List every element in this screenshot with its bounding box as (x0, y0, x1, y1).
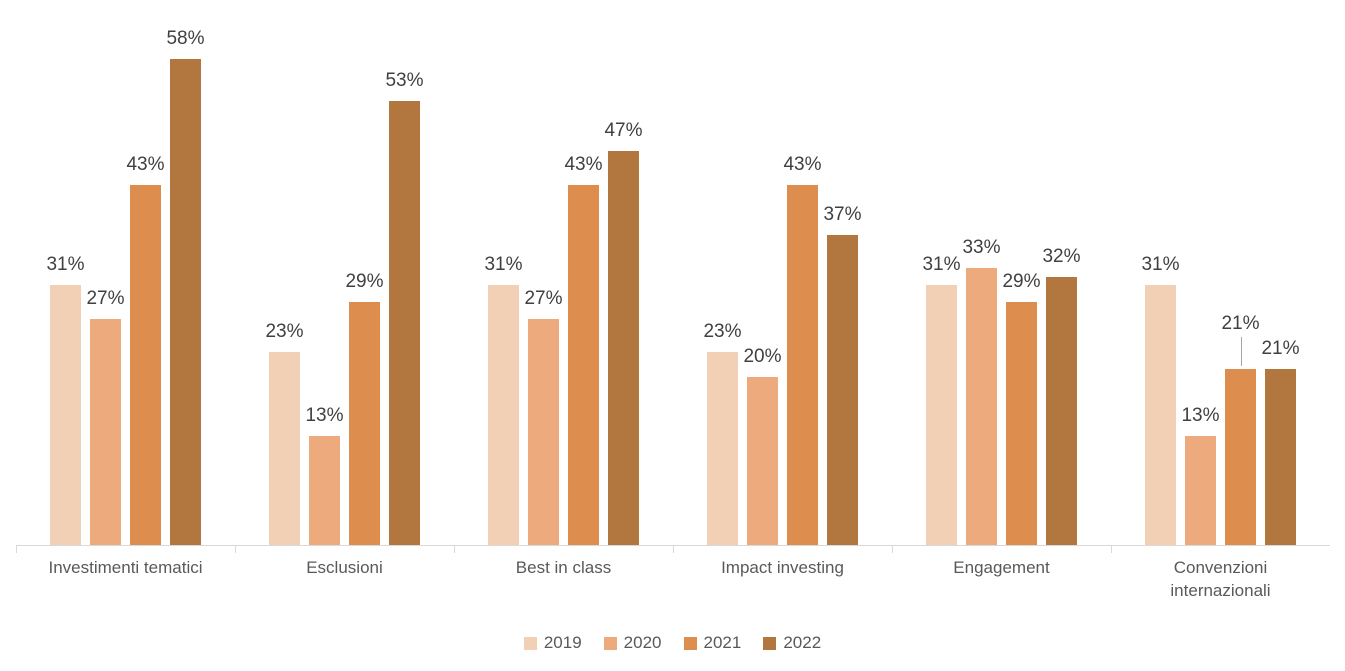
bar-2019: 31% (922, 254, 961, 545)
data-label: 31% (46, 254, 85, 275)
legend-label: 2020 (623, 633, 662, 652)
axis-tick (1111, 545, 1112, 553)
bar-2021: 43% (564, 154, 603, 545)
data-label: 29% (1002, 271, 1041, 292)
bar-2020: 20% (743, 346, 782, 545)
data-label: 33% (962, 237, 1001, 258)
legend-item-2019: 2019 (523, 633, 582, 653)
data-label: 27% (86, 288, 125, 309)
axis-tick (235, 545, 236, 553)
data-label: 27% (524, 288, 563, 309)
data-label: 21% (1261, 338, 1300, 359)
legend-swatch (603, 636, 617, 650)
category-group: 23% 20% 43% 37% (673, 0, 892, 545)
data-label: 21% (1221, 313, 1260, 334)
legend-label: 2019 (543, 633, 582, 652)
x-axis-ticks (16, 545, 1330, 553)
bar-2020: 27% (524, 288, 563, 545)
legend-item-2020: 2020 (603, 633, 662, 653)
category-label-text: Best in class (515, 558, 612, 577)
bar-2021: 29% (345, 271, 384, 545)
category-label-text: Impact investing (721, 558, 844, 577)
category-group: 31% 27% 43% 47% (454, 0, 673, 545)
category-group: 31% 13% 21% 21% (1111, 0, 1330, 545)
bar-2020: 13% (305, 405, 344, 545)
legend-swatch (523, 636, 537, 650)
category-label-text: Investimenti tematici (48, 558, 203, 577)
category-label: Impact investing (673, 556, 892, 602)
bar-2022: 37% (823, 204, 862, 545)
bar-2019: 31% (1141, 254, 1180, 545)
bar-2021: 29% (1002, 271, 1041, 545)
bar-2021: 43% (783, 154, 822, 545)
category-label: Esclusioni (235, 556, 454, 602)
bar-2019: 31% (46, 254, 85, 545)
legend-swatch (763, 636, 777, 650)
data-label: 53% (385, 70, 424, 91)
category-group: 31% 33% 29% 32% (892, 0, 1111, 545)
bar-2020: 33% (962, 237, 1001, 545)
bar-2019: 23% (265, 321, 304, 545)
data-label: 31% (484, 254, 523, 275)
data-label: 29% (345, 271, 384, 292)
category-label: Best in class (454, 556, 673, 602)
legend-item-2021: 2021 (683, 633, 742, 653)
data-label: 58% (166, 28, 205, 49)
legend: 2019 2020 2021 2022 (0, 633, 1345, 653)
data-label: 43% (783, 154, 822, 175)
label-leader-line (1240, 337, 1242, 366)
bar-2022: 21% (1261, 338, 1300, 545)
bar-2022: 58% (166, 28, 205, 545)
bar-2022: 32% (1042, 246, 1081, 545)
data-label: 23% (703, 321, 742, 342)
bar-2019: 31% (484, 254, 523, 545)
data-label: 13% (1181, 405, 1220, 426)
data-label: 37% (823, 204, 862, 225)
axis-tick (673, 545, 674, 553)
axis-tick (892, 545, 893, 553)
axis-tick (454, 545, 455, 553)
data-label: 31% (922, 254, 961, 275)
data-label: 32% (1042, 246, 1081, 267)
legend-label: 2022 (783, 633, 822, 652)
legend-label: 2021 (703, 633, 742, 652)
bar-2022: 47% (604, 120, 643, 545)
category-group: 23% 13% 29% 53% (235, 0, 454, 545)
category-label: Engagement (892, 556, 1111, 602)
plot-area: 31% 27% 43% 58% 23% 13% 29% 53% 31% 27% 43% 47% 23% 2… (16, 0, 1330, 545)
bar-2021: 43% (126, 154, 165, 545)
category-group: 31% 27% 43% 58% (16, 0, 235, 545)
data-label: 47% (604, 120, 643, 141)
bar-2021: 21% (1221, 313, 1260, 545)
category-label: Convenzioni internazionali (1111, 556, 1330, 602)
category-label-text: Esclusioni (306, 558, 383, 577)
bar-2022: 53% (385, 70, 424, 545)
bar-2020: 27% (86, 288, 125, 545)
bar-2020: 13% (1181, 405, 1220, 545)
category-label-text: Convenzioni internazionali (1170, 558, 1271, 600)
data-label: 23% (265, 321, 304, 342)
legend-item-2022: 2022 (763, 633, 821, 653)
data-label: 13% (305, 405, 344, 426)
data-label: 43% (564, 154, 603, 175)
axis-tick (16, 545, 17, 553)
category-label: Investimenti tematici (16, 556, 235, 602)
data-label: 20% (743, 346, 782, 367)
category-labels: Investimenti tematici Esclusioni Best in c… (16, 556, 1330, 602)
data-label: 31% (1141, 254, 1180, 275)
data-label: 43% (126, 154, 165, 175)
category-label-text: Engagement (953, 558, 1050, 577)
bar-2019: 23% (703, 321, 742, 545)
legend-swatch (683, 636, 697, 650)
